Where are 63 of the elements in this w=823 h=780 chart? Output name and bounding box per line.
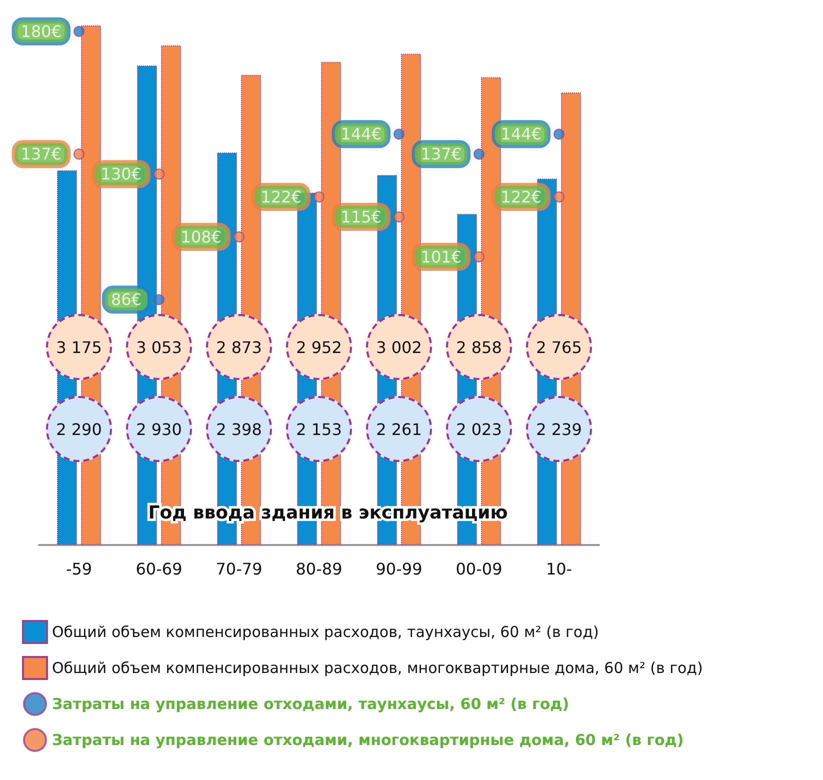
data-label: 101€ [420, 247, 462, 266]
data-label: 86€ [110, 290, 142, 310]
point [474, 148, 484, 160]
x-tick-label: 80-89 [296, 560, 342, 578]
data-label: 122€ [260, 187, 302, 206]
data-label: 3 175 [56, 338, 102, 356]
point [74, 148, 84, 160]
point [394, 128, 404, 140]
point [394, 211, 404, 222]
data-label: 2 239 [536, 420, 582, 438]
data-label: 2 261 [376, 420, 422, 438]
circle-badge: 2 873 [206, 314, 272, 380]
circle-badge: 3 053 [126, 314, 192, 380]
circle-badge: 3 002 [366, 314, 432, 380]
point [474, 251, 484, 262]
circle-badge: 2 930 [126, 396, 192, 462]
data-label: 2 930 [136, 420, 182, 438]
point [74, 26, 84, 37]
circle-badge: 2 153 [286, 396, 352, 462]
point [314, 191, 324, 202]
data-label: 3 053 [136, 338, 182, 356]
legend-label: Затраты на управление отходами, таунхаусы, 60 м² (в год) [52, 695, 570, 713]
circle-badge: 2 239 [526, 396, 592, 462]
circle-badge: 2 858 [446, 314, 512, 380]
data-label: 108€ [180, 227, 222, 246]
data-label: 122€ [500, 187, 542, 206]
data-label: 130€ [100, 164, 142, 184]
point [554, 128, 564, 140]
legend-label: Общий объем компенсированных расходов, многоквартирные дома, 60 м² (в год) [52, 659, 703, 677]
data-label: 2 952 [296, 338, 342, 356]
point [154, 168, 164, 180]
circle-badge: 3 175 [46, 314, 112, 380]
x-tick-label: 10- [546, 560, 572, 578]
circle-badge: 2 398 [206, 396, 272, 462]
data-label: 2 290 [56, 420, 102, 438]
data-label: 115€ [340, 207, 382, 226]
circle-badge: 2 765 [526, 314, 592, 380]
data-label: 2 765 [536, 338, 582, 356]
legend-label: Затраты на управление отходами, многоквартирные дома, 60 м² (в год) [52, 731, 684, 749]
x-tick-label: -59 [66, 560, 92, 578]
data-label: 180€ [20, 22, 62, 41]
x-tick-label: 70-79 [216, 560, 262, 578]
circle-badge: 2 023 [446, 396, 512, 462]
point [234, 231, 244, 242]
data-label: 144€ [340, 124, 382, 144]
data-label: 2 153 [296, 420, 342, 438]
point [154, 294, 164, 306]
point [554, 191, 564, 202]
data-label: 2 873 [216, 338, 262, 356]
data-label: 144€ [500, 124, 542, 144]
x-tick-label: 90-99 [376, 560, 422, 578]
circle-badge: 2 290 [46, 396, 112, 462]
circle-badge: 2 952 [286, 314, 352, 380]
data-label: 2 398 [216, 420, 262, 438]
circle-badge: 2 261 [366, 396, 432, 462]
data-label: 137€ [20, 144, 62, 164]
data-label: 2 858 [456, 338, 502, 356]
data-label: 137€ [420, 144, 462, 164]
x-tick-label: 00-09 [456, 560, 502, 578]
data-label: 3 002 [376, 338, 422, 356]
x-tick-label: 60-69 [136, 560, 182, 578]
legend-label: Общий объем компенсированных расходов, таунхаусы, 60 м² (в год) [52, 623, 599, 641]
data-label: 2 023 [456, 420, 502, 438]
